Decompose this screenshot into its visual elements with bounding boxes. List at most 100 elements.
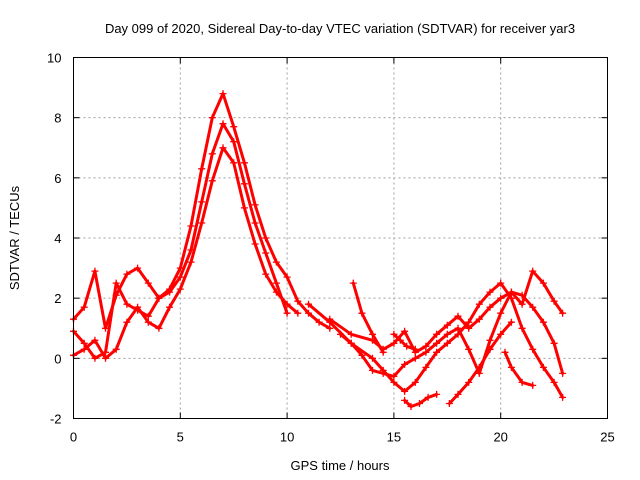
- data-point: [486, 288, 494, 296]
- data-point: [379, 348, 387, 356]
- data-point: [283, 273, 291, 281]
- data-point: [347, 339, 355, 347]
- data-point: [208, 150, 216, 158]
- data-point: [187, 222, 195, 230]
- data-point: [166, 288, 174, 296]
- data-point: [176, 285, 184, 293]
- x-axis: 0 5 10 15 20 25: [70, 57, 615, 445]
- data-point: [486, 303, 494, 311]
- data-point: [518, 324, 526, 332]
- data-point: [401, 360, 409, 368]
- y-tick-label: -2: [50, 412, 62, 427]
- series-5: [326, 288, 567, 377]
- data-point: [112, 345, 120, 353]
- data-point: [433, 390, 441, 398]
- data-point: [166, 303, 174, 311]
- series-11: [390, 330, 419, 353]
- data-point: [272, 258, 280, 266]
- data-point: [251, 201, 259, 209]
- data-point: [112, 279, 120, 287]
- y-axis-label: SDTVAR / TECUs: [7, 185, 22, 290]
- data-point: [305, 309, 312, 317]
- data-point: [539, 279, 547, 287]
- data-point: [369, 330, 376, 338]
- data-point: [390, 372, 398, 380]
- data-point: [219, 144, 227, 152]
- y-tick-label: 2: [54, 291, 61, 306]
- data-point: [422, 348, 430, 356]
- data-point: [475, 315, 483, 323]
- data-point: [80, 339, 88, 347]
- data-point: [326, 315, 334, 323]
- data-point: [407, 403, 415, 410]
- data-point: [507, 288, 515, 296]
- y-axis: -2 0 2 4 6 8 10: [47, 51, 608, 427]
- series-9-trace: [503, 350, 535, 387]
- series-2: [70, 120, 291, 362]
- data-point: [411, 354, 419, 362]
- data-point: [507, 363, 515, 371]
- series-8: [445, 318, 515, 407]
- data-point: [486, 336, 494, 344]
- data-point: [123, 318, 131, 326]
- data-point: [454, 312, 462, 320]
- data-point: [208, 177, 216, 185]
- data-point: [123, 270, 131, 278]
- data-point: [559, 393, 567, 401]
- data-point: [433, 339, 441, 347]
- series-10-trace: [351, 281, 385, 354]
- series-7: [401, 390, 441, 410]
- data-point: [198, 219, 206, 227]
- data-point: [91, 354, 99, 362]
- data-point: [219, 90, 227, 98]
- x-tick-label: 10: [280, 430, 294, 445]
- data-point: [155, 294, 163, 302]
- y-tick-label: 4: [54, 231, 61, 246]
- series-4-trace: [307, 281, 565, 399]
- data-point: [123, 300, 131, 308]
- data-point: [347, 330, 355, 338]
- data-point: [529, 303, 537, 311]
- data-point: [358, 309, 366, 317]
- data-point: [198, 198, 206, 206]
- x-tick-label: 15: [387, 430, 401, 445]
- data-point: [401, 396, 409, 404]
- x-tick-label: 25: [600, 430, 614, 445]
- data-point: [134, 303, 142, 311]
- x-tick-label: 0: [70, 430, 77, 445]
- data-point: [390, 339, 398, 347]
- data-point: [445, 400, 453, 407]
- x-axis-label: GPS time / hours: [291, 458, 390, 473]
- data-point: [424, 393, 432, 401]
- data-point: [369, 366, 376, 374]
- data-point: [80, 345, 88, 353]
- data-point: [518, 300, 526, 308]
- data-point: [283, 300, 291, 308]
- data-point: [411, 345, 419, 353]
- data-point: [294, 297, 302, 305]
- data-point: [91, 267, 99, 275]
- data-point: [315, 318, 323, 326]
- data-point: [454, 390, 462, 398]
- series-4: [305, 279, 567, 401]
- data-point: [240, 159, 248, 167]
- data-point: [198, 165, 206, 173]
- data-point: [465, 324, 473, 332]
- data-point: [443, 330, 451, 338]
- data-point: [390, 378, 398, 386]
- data-point: [433, 330, 441, 338]
- data-point: [486, 345, 494, 353]
- data-point: [358, 351, 366, 359]
- data-point: [443, 321, 451, 329]
- series-9: [501, 348, 537, 389]
- data-point: [529, 381, 537, 389]
- data-point: [396, 336, 404, 344]
- data-point: [443, 339, 451, 347]
- x-tick-label: 5: [177, 430, 184, 445]
- data-point: [559, 309, 567, 317]
- data-point: [294, 309, 302, 317]
- y-tick-label: 6: [54, 171, 61, 186]
- data-point: [155, 324, 163, 332]
- data-point: [262, 249, 270, 257]
- data-point: [262, 270, 270, 278]
